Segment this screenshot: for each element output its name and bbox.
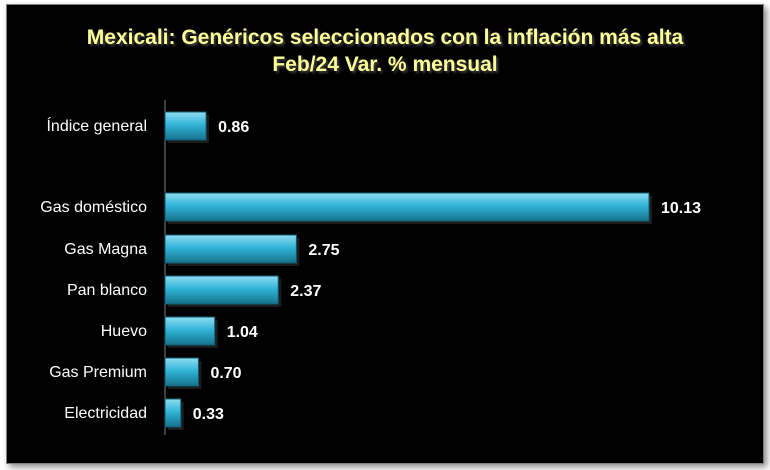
- category-label: Electricidad: [64, 405, 147, 422]
- bar: [164, 357, 199, 387]
- category-label: Gas Premium: [49, 364, 147, 381]
- chart-frame: [6, 4, 764, 464]
- category-label: Huevo: [101, 323, 147, 340]
- data-label: 0.33: [193, 406, 224, 423]
- data-label: 10.13: [661, 200, 701, 217]
- bar: [164, 111, 207, 141]
- bar: [164, 192, 650, 222]
- data-label: 1.04: [227, 324, 258, 341]
- data-label: 0.70: [210, 365, 241, 382]
- chart-subtitle: Feb/24 Var. % mensual: [272, 53, 498, 76]
- category-label: Gas Magna: [64, 241, 147, 258]
- data-label: 2.75: [308, 242, 339, 259]
- bar: [164, 234, 297, 264]
- chart-title: Mexicali: Genéricos seleccionados con la…: [86, 26, 684, 49]
- bar: [164, 316, 216, 346]
- bar: [164, 275, 279, 305]
- bar: [164, 398, 182, 428]
- data-label: 2.37: [290, 283, 321, 300]
- category-label: Pan blanco: [67, 282, 147, 299]
- data-label: 0.86: [218, 119, 249, 136]
- category-label: Gas doméstico: [40, 199, 147, 216]
- category-label: Índice general: [46, 116, 147, 135]
